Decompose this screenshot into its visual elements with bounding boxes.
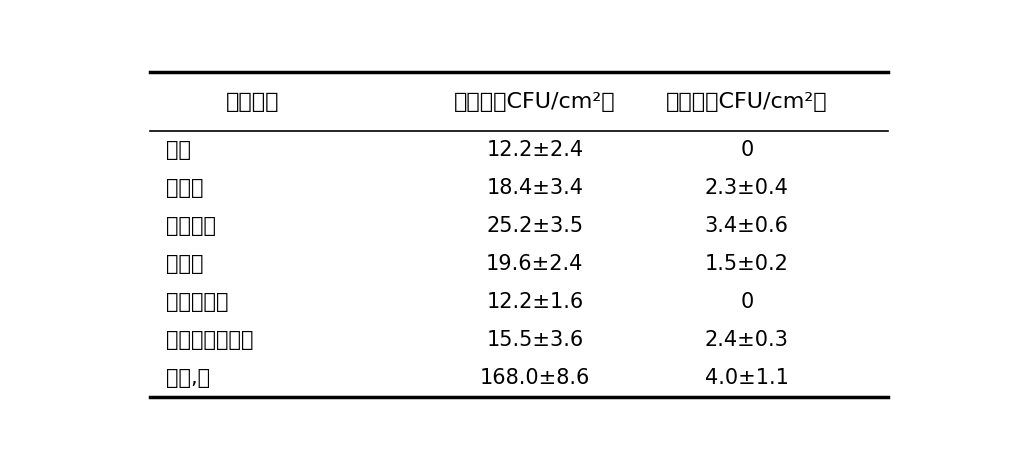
Text: 18.4±3.4: 18.4±3.4 xyxy=(486,178,583,198)
Text: 橡胶链: 橡胶链 xyxy=(166,178,204,198)
Text: 12.2±2.4: 12.2±2.4 xyxy=(486,140,583,160)
Text: 口包,手: 口包,手 xyxy=(166,368,210,388)
Text: 托架: 托架 xyxy=(166,140,190,160)
Text: 橡皮筋: 橡皮筋 xyxy=(166,254,204,274)
Text: 0: 0 xyxy=(741,140,754,160)
Text: 消毒前（CFU/cm²）: 消毒前（CFU/cm²） xyxy=(454,92,616,112)
Text: 15.5±3.6: 15.5±3.6 xyxy=(486,330,583,350)
Text: 矫正弓丝: 矫正弓丝 xyxy=(166,216,216,236)
Text: 25.2±3.5: 25.2±3.5 xyxy=(486,216,583,236)
Text: 相关设备: 相关设备 xyxy=(226,92,279,112)
Text: 消毒后（CFU/cm²）: 消毒后（CFU/cm²） xyxy=(666,92,828,112)
Text: 医疗车抽屉: 医疗车抽屉 xyxy=(166,292,228,312)
Text: 4.0±1.1: 4.0±1.1 xyxy=(705,368,789,388)
Text: 168.0±8.6: 168.0±8.6 xyxy=(480,368,590,388)
Text: 2.4±0.3: 2.4±0.3 xyxy=(705,330,789,350)
Text: 正奚治疗工具架: 正奚治疗工具架 xyxy=(166,330,253,350)
Text: 12.2±1.6: 12.2±1.6 xyxy=(486,292,583,312)
Text: 3.4±0.6: 3.4±0.6 xyxy=(705,216,789,236)
Text: 0: 0 xyxy=(741,292,754,312)
Text: 1.5±0.2: 1.5±0.2 xyxy=(705,254,789,274)
Text: 2.3±0.4: 2.3±0.4 xyxy=(705,178,789,198)
Text: 19.6±2.4: 19.6±2.4 xyxy=(486,254,583,274)
